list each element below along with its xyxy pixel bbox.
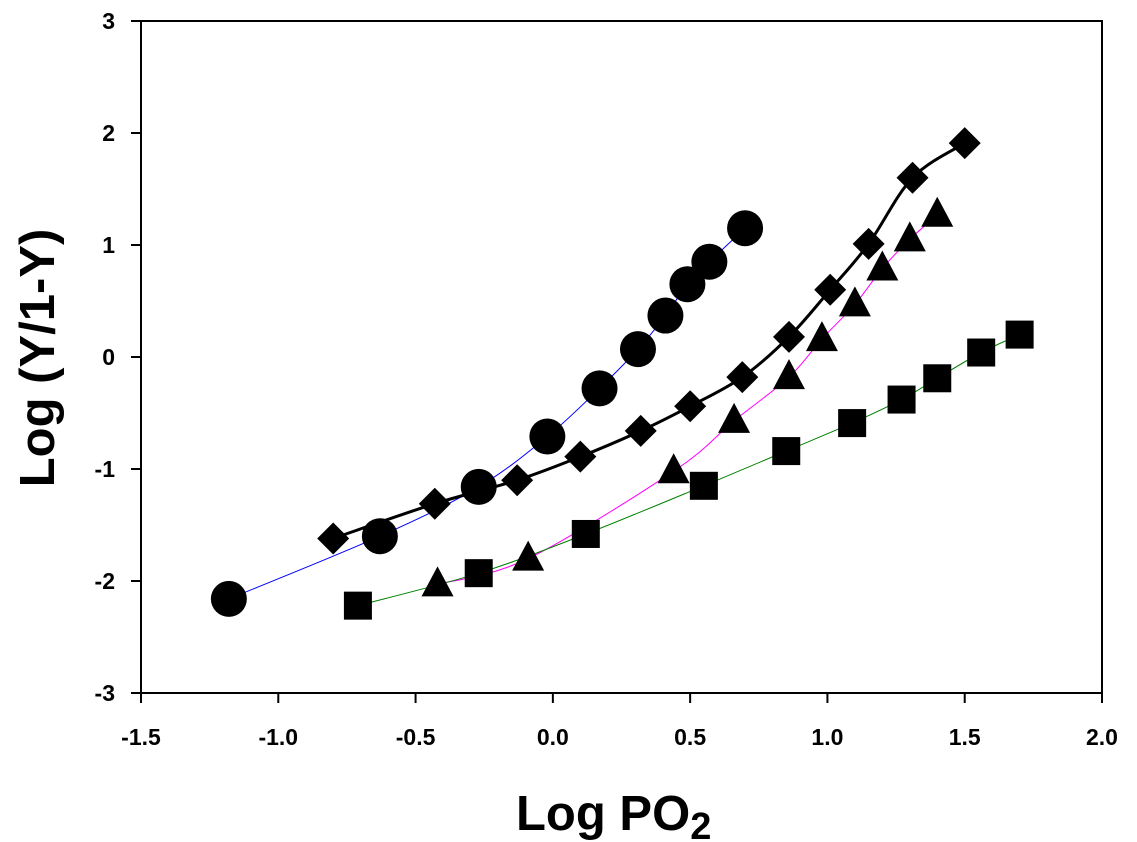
triangle-marker — [421, 566, 454, 597]
square-marker — [571, 519, 600, 548]
triangle-marker — [921, 196, 954, 227]
triangle-marker — [866, 250, 899, 281]
circle-marker — [669, 266, 706, 303]
diamond-marker — [948, 127, 981, 160]
x-tick-label: 0.0 — [537, 724, 569, 750]
diamond-marker — [564, 440, 597, 473]
diamond-marker — [896, 161, 929, 194]
plot-area — [140, 20, 1103, 694]
diamond-marker — [726, 361, 759, 394]
circle-marker — [361, 518, 398, 555]
circle-marker — [581, 370, 618, 407]
x-tick-label: 1.5 — [949, 724, 981, 750]
x-tick-label: -1.0 — [258, 724, 298, 750]
diamond-marker — [501, 464, 534, 497]
x-axis-title-subscript: 2 — [690, 806, 711, 842]
square-marker — [967, 338, 996, 367]
y-axis-title: Log (Y/1-Y) — [11, 229, 65, 488]
circle-marker — [529, 418, 566, 455]
square-marker — [923, 364, 952, 393]
triangle-marker — [657, 453, 690, 484]
y-tick-label: -3 — [95, 680, 115, 706]
x-tick-label: 1.0 — [811, 724, 843, 750]
circle-marker — [727, 210, 764, 247]
y-tick-label: 1 — [102, 232, 115, 258]
circle-marker — [647, 297, 684, 334]
y-tick-label: 3 — [102, 8, 115, 34]
x-tick-label: 0.5 — [674, 724, 706, 750]
diamond-marker — [852, 227, 885, 260]
y-axis: -3 -2 -1 0 1 2 3 — [95, 8, 141, 706]
diamond-marker — [674, 390, 707, 423]
square-marker — [838, 409, 867, 438]
data-markers — [210, 127, 1034, 620]
square-marker — [887, 385, 916, 414]
circle-marker — [691, 243, 728, 280]
triangle-marker — [838, 286, 871, 317]
diamond-marker — [624, 414, 657, 447]
triangle-marker — [772, 359, 805, 390]
y-tick-label: 0 — [102, 344, 115, 370]
diamond-marker — [418, 487, 451, 520]
square-marker — [689, 471, 718, 500]
triangle-marker — [718, 402, 751, 433]
diamond-marker — [772, 320, 805, 353]
triangle-marker — [893, 221, 926, 252]
y-tick-label: -1 — [95, 456, 116, 482]
y-tick-label: -2 — [95, 568, 115, 594]
x-axis-title-text: Log PO — [516, 787, 690, 841]
square-marker — [343, 591, 372, 620]
circle-marker — [210, 580, 247, 617]
y-tick-label: 2 — [102, 120, 115, 146]
square-marker — [464, 559, 493, 588]
x-axis-title: Log PO2 — [516, 787, 711, 842]
diamond-marker — [317, 522, 350, 555]
square-marker — [772, 437, 801, 466]
circle-marker — [460, 468, 497, 505]
circle-marker — [619, 331, 656, 368]
diamond-marker — [814, 273, 847, 306]
square-marker — [1005, 320, 1034, 349]
triangle-marker — [512, 540, 545, 571]
triangle-marker — [805, 321, 838, 352]
x-axis: -1.5 -1.0 -0.5 0.0 0.5 1.0 1.5 2.0 — [121, 693, 1118, 750]
x-tick-label: -0.5 — [396, 724, 436, 750]
x-tick-label: 2.0 — [1086, 724, 1118, 750]
x-tick-label: -1.5 — [121, 724, 161, 750]
